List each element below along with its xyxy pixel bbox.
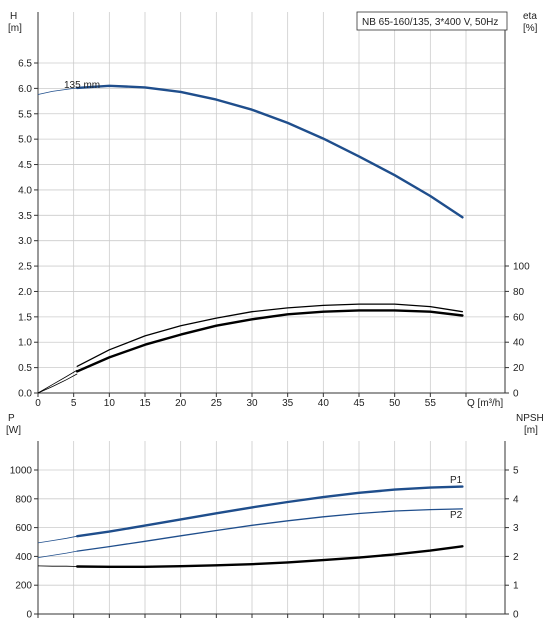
left-tick-label: 6.0 xyxy=(18,84,32,95)
left-tick-label: 800 xyxy=(15,494,32,505)
left-tick-label: 400 xyxy=(15,552,32,563)
x-tick-label: 35 xyxy=(282,398,294,409)
series-line xyxy=(75,545,464,568)
right-tick-label: 60 xyxy=(513,312,525,323)
series-extension-line xyxy=(37,550,78,558)
left-tick-label: 3.0 xyxy=(18,236,32,247)
curve-layer xyxy=(37,84,464,568)
left-tick-label: 5.0 xyxy=(18,135,32,146)
title-box xyxy=(356,11,508,31)
left-tick-label: 600 xyxy=(15,523,32,534)
left-tick-label: 1000 xyxy=(10,466,33,477)
x-tick-label: 50 xyxy=(389,398,401,409)
right-tick-label: 4 xyxy=(513,494,519,505)
series-line xyxy=(75,84,464,219)
right-tick-label: 100 xyxy=(513,262,530,273)
lower-right-axis-label-line2: [m] xyxy=(524,425,538,436)
upper-right-axis-label-line2: [%] xyxy=(523,23,538,34)
lower-left-axis-label-line1: P xyxy=(8,413,15,424)
left-tick-label: 3.5 xyxy=(18,211,32,222)
x-tick-label: 45 xyxy=(353,398,365,409)
right-tick-label: 0 xyxy=(513,610,519,621)
x-tick-label: 5 xyxy=(71,398,77,409)
upper-left-axis-label-line1: H xyxy=(10,11,17,22)
annotation-p1: P1 xyxy=(450,475,463,486)
chart-title: NB 65-160/135, 3*400 V, 50Hz xyxy=(362,17,498,28)
x-tick-label: 55 xyxy=(425,398,437,409)
lower-left-axis-label-line2: [W] xyxy=(6,425,21,436)
series-line xyxy=(76,303,464,367)
right-tick-label: 1 xyxy=(513,581,519,592)
left-tick-label: 2.0 xyxy=(18,287,32,298)
upper-left-axis-label-line2: [m] xyxy=(8,23,22,34)
left-tick-label: 1.0 xyxy=(18,338,32,349)
series-extension-line xyxy=(37,373,78,394)
series-line xyxy=(75,485,464,538)
x-tick-label: 40 xyxy=(318,398,330,409)
left-tick-label: 6.5 xyxy=(18,59,32,70)
lower-right-axis-label-line1: NPSH xyxy=(516,413,544,424)
x-tick-label: 30 xyxy=(246,398,258,409)
series-extension-line xyxy=(37,369,78,394)
left-tick-label: 0 xyxy=(26,610,32,621)
left-tick-label: 1.5 xyxy=(18,312,32,323)
left-tick-label: 0.5 xyxy=(18,363,32,374)
left-tick-label: 2.5 xyxy=(18,262,32,273)
x-tick-label: 25 xyxy=(211,398,223,409)
upper-right-axis-label-line1: eta xyxy=(523,11,537,22)
axis-layer: 0.0 0.5 1.0 1.5 2.0 2.5 3.0 3.5 4.0 4.5 5.0 5.5 6.0 6… xyxy=(10,12,530,621)
left-tick-label: 4.5 xyxy=(18,160,32,171)
right-tick-label: 20 xyxy=(513,363,525,374)
x-tick-label: 10 xyxy=(104,398,116,409)
right-tick-label: 2 xyxy=(513,552,519,563)
right-tick-label: 0 xyxy=(513,389,519,400)
left-tick-label: 4.0 xyxy=(18,185,32,196)
series-line xyxy=(76,508,464,552)
annotation-135mm: 135 mm xyxy=(64,80,100,91)
series-extension-line xyxy=(37,87,78,95)
x-tick-label: 15 xyxy=(139,398,151,409)
x-tick-label: 20 xyxy=(175,398,187,409)
right-tick-label: 80 xyxy=(513,287,525,298)
x-tick-label: 0 xyxy=(35,398,41,409)
series-extension-line xyxy=(37,535,78,544)
left-tick-label: 200 xyxy=(15,581,32,592)
label-layer: NB 65-160/135, 3*400 V, 50Hz H [m] eta [… xyxy=(6,11,544,521)
right-tick-label: 3 xyxy=(513,523,519,534)
right-tick-label: 5 xyxy=(513,466,519,477)
left-tick-label: 5.5 xyxy=(18,109,32,120)
annotation-p2: P2 xyxy=(450,510,463,521)
right-tick-label: 40 xyxy=(513,338,525,349)
x-axis-label: Q [m³/h] xyxy=(467,398,503,409)
series-extension-line xyxy=(37,565,78,567)
series-line xyxy=(75,309,464,373)
left-tick-label: 0.0 xyxy=(18,389,32,400)
